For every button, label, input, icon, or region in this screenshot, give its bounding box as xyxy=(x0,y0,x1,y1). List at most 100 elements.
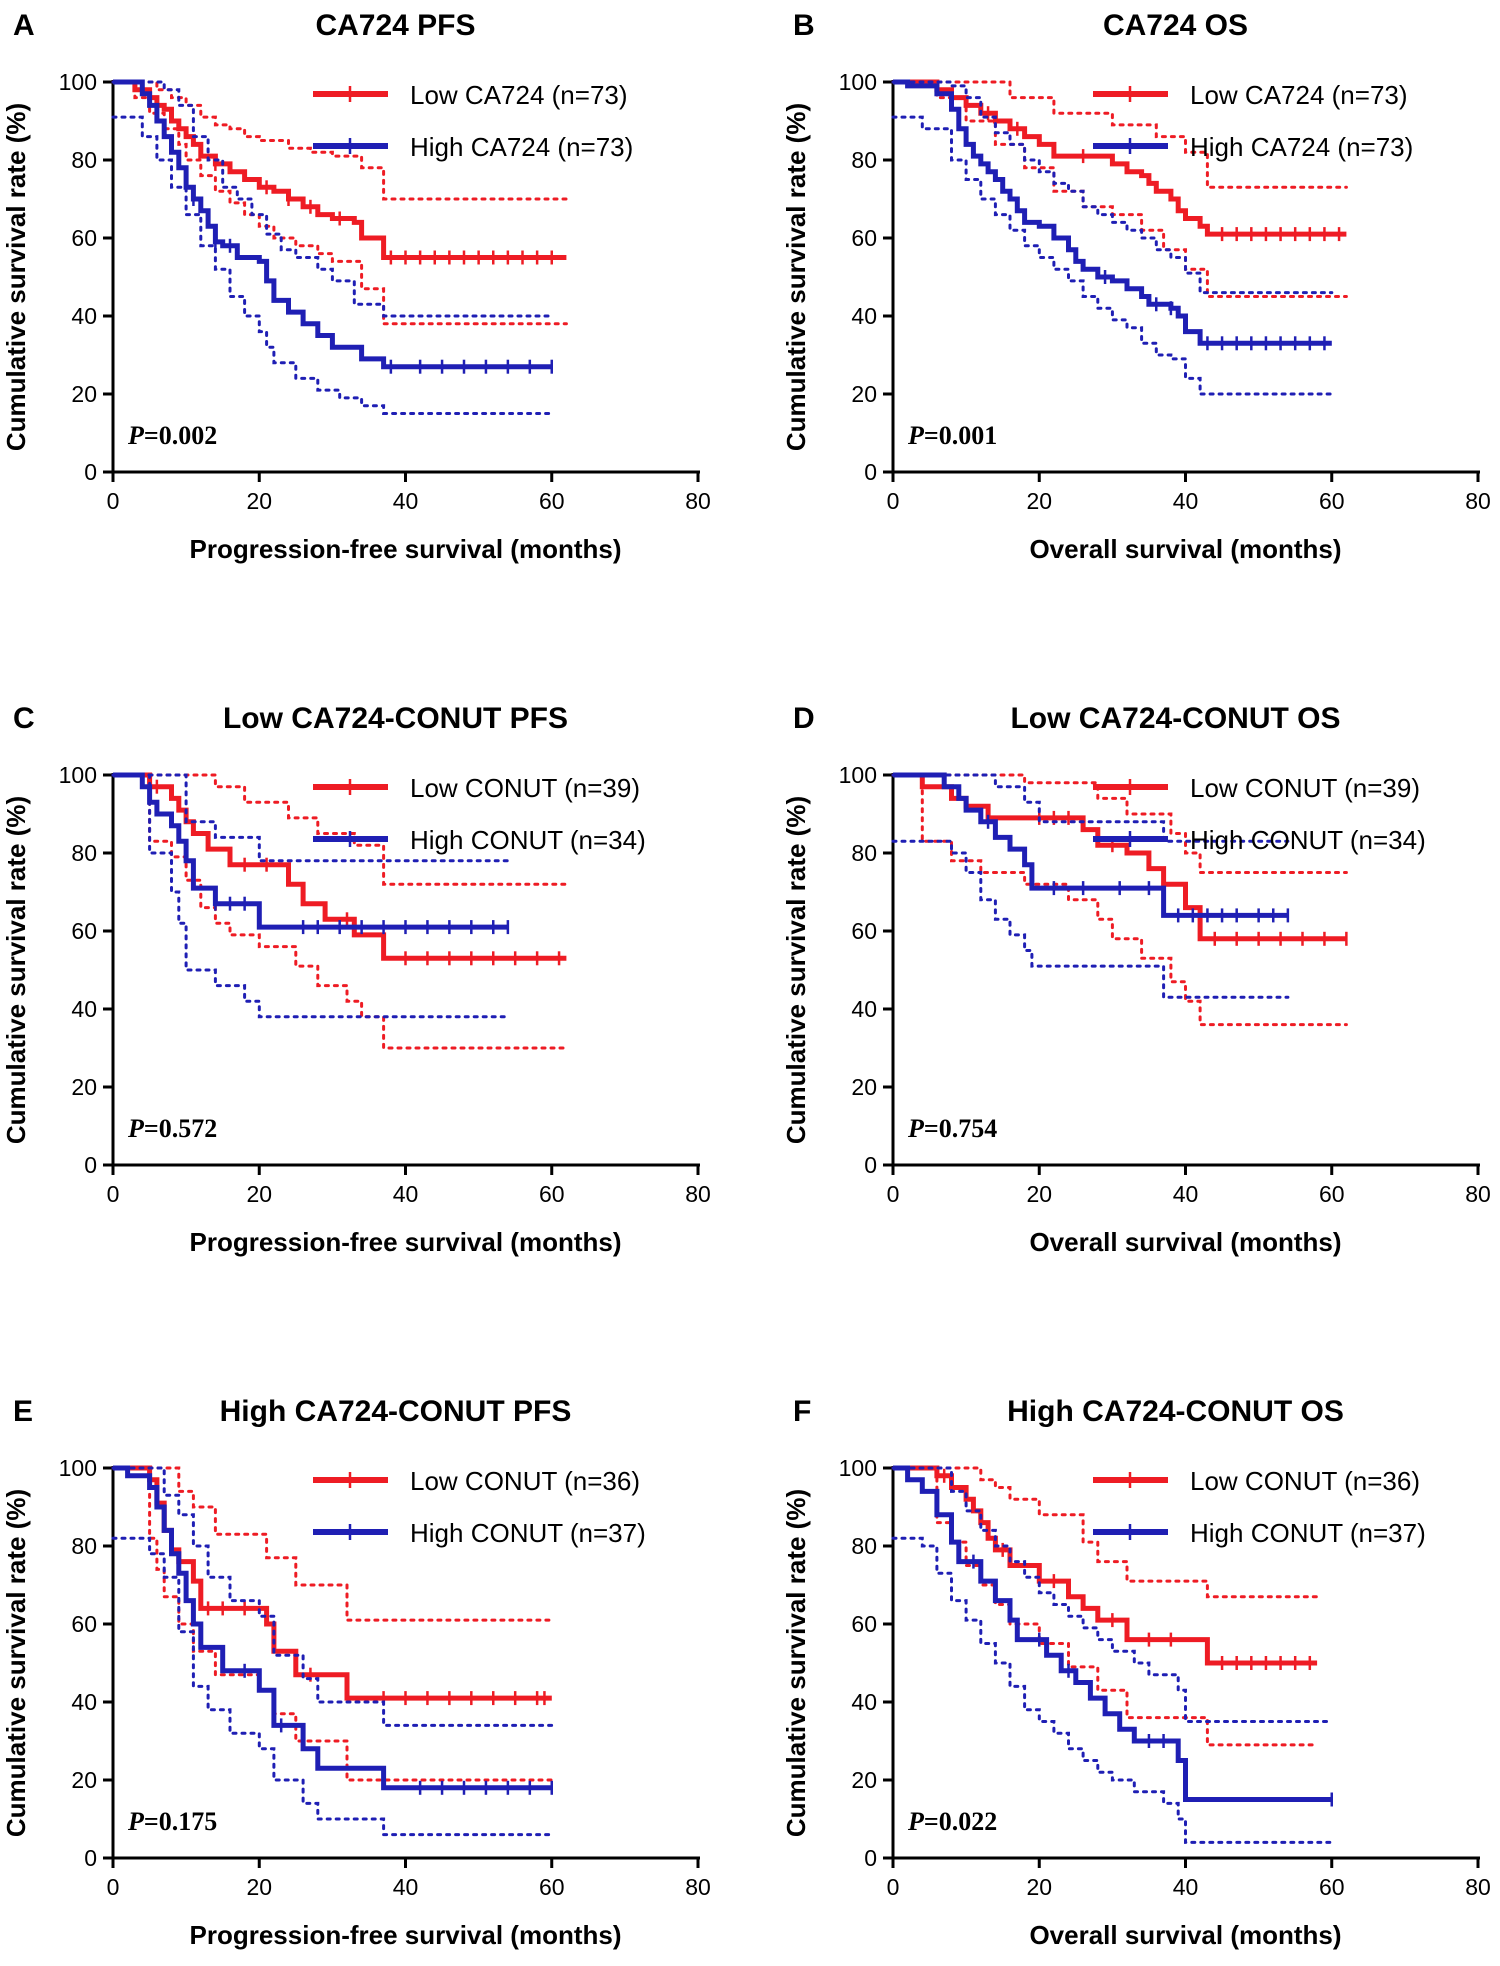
x-tick-label: 80 xyxy=(685,488,711,514)
series-high-km-curve xyxy=(893,772,1288,918)
y-tick-label: 60 xyxy=(851,225,877,251)
legend-entry: High CONUT (n=37) xyxy=(410,1518,646,1548)
series-high-upper-ci xyxy=(891,80,1334,295)
panel-title: CA724 OS xyxy=(1103,9,1248,42)
series-low-lower-ci xyxy=(891,773,1348,1027)
series-low-km-curve xyxy=(113,772,567,961)
series-low-km-curve xyxy=(113,79,567,260)
x-tick-label: 60 xyxy=(539,1181,565,1207)
p-value-number: =0.175 xyxy=(144,1807,217,1836)
legend-entry: High CONUT (n=37) xyxy=(1190,1518,1426,1548)
x-tick-label: 80 xyxy=(685,1181,711,1207)
x-tick-label: 60 xyxy=(1319,488,1345,514)
series-low-lower-ci xyxy=(111,80,568,326)
y-tick-label: 60 xyxy=(71,918,97,944)
p-value-symbol: P xyxy=(907,421,925,450)
p-value-number: =0.572 xyxy=(144,1114,217,1143)
y-tick-label: 100 xyxy=(839,69,877,95)
series-high-km-curve xyxy=(893,1465,1332,1802)
y-tick-label: 60 xyxy=(71,1611,97,1637)
p-value-symbol: P xyxy=(907,1807,925,1836)
series-high-lower-ci xyxy=(891,839,1290,999)
p-value: P=0.002 xyxy=(127,421,217,450)
y-tick-label: 100 xyxy=(59,69,97,95)
series-high-lower-ci xyxy=(111,1536,554,1837)
x-tick-label: 60 xyxy=(539,1874,565,1900)
x-tick-label: 80 xyxy=(1465,1181,1491,1207)
y-tick-label: 100 xyxy=(59,762,97,788)
y-tick-label: 20 xyxy=(851,1074,877,1100)
series-low-upper-ci xyxy=(111,773,568,886)
y-tick-label: 100 xyxy=(839,1455,877,1481)
y-tick-label: 20 xyxy=(851,1767,877,1793)
series-high-lower-ci xyxy=(891,1536,1334,1844)
x-axis-title: Overall survival (months) xyxy=(1029,534,1341,564)
x-tick-label: 40 xyxy=(1173,488,1199,514)
x-tick-label: 20 xyxy=(246,1181,272,1207)
chart-panel-D: D Low CA724-CONUT OS 0 20 40 60 80 0 20 40 60 80 100… xyxy=(781,702,1491,1257)
legend-entry: Low CA724 (n=73) xyxy=(1190,80,1408,110)
series-high-upper-ci xyxy=(111,773,510,863)
legend-entry: High CONUT (n=34) xyxy=(1190,825,1426,855)
legend-entry: Low CA724 (n=73) xyxy=(410,80,628,110)
x-tick-label: 40 xyxy=(1173,1874,1199,1900)
series-low-upper-ci xyxy=(891,773,1348,874)
y-tick-label: 40 xyxy=(851,303,877,329)
x-axis-title: Overall survival (months) xyxy=(1029,1920,1341,1950)
y-tick-label: 20 xyxy=(71,1074,97,1100)
legend-entry: Low CONUT (n=36) xyxy=(410,1466,640,1496)
series-high-upper-ci xyxy=(111,1466,554,1727)
x-tick-label: 80 xyxy=(685,1874,711,1900)
y-tick-label: 40 xyxy=(71,1689,97,1715)
y-tick-label: 60 xyxy=(71,225,97,251)
x-tick-label: 20 xyxy=(1026,1874,1052,1900)
y-axis-title: Cumulative survival rate (%) xyxy=(781,103,811,451)
y-tick-label: 40 xyxy=(851,996,877,1022)
x-tick-label: 0 xyxy=(107,1874,120,1900)
series-low-upper-ci xyxy=(111,80,568,201)
y-tick-label: 40 xyxy=(851,1689,877,1715)
x-axis-title: Progression-free survival (months) xyxy=(190,534,622,564)
series-low-upper-ci xyxy=(891,1466,1319,1599)
series-low-km-curve xyxy=(893,79,1347,237)
y-tick-label: 60 xyxy=(851,918,877,944)
x-tick-label: 0 xyxy=(107,1181,120,1207)
x-tick-label: 0 xyxy=(107,488,120,514)
panel-label: F xyxy=(793,1395,811,1428)
panel-title: CA724 PFS xyxy=(315,9,475,42)
x-axis-title: Overall survival (months) xyxy=(1029,1227,1341,1257)
y-tick-label: 20 xyxy=(851,381,877,407)
series-high-lower-ci xyxy=(111,115,554,415)
x-tick-label: 20 xyxy=(1026,488,1052,514)
x-tick-label: 80 xyxy=(1465,1874,1491,1900)
series-low-upper-ci xyxy=(111,1466,554,1622)
panel-label: D xyxy=(793,702,815,735)
p-value: P=0.754 xyxy=(907,1114,997,1143)
x-tick-label: 20 xyxy=(1026,1181,1052,1207)
x-tick-label: 60 xyxy=(1319,1181,1345,1207)
x-tick-label: 40 xyxy=(1173,1181,1199,1207)
x-tick-label: 60 xyxy=(1319,1874,1345,1900)
y-tick-label: 40 xyxy=(71,996,97,1022)
x-tick-label: 20 xyxy=(246,488,272,514)
series-high-km-curve xyxy=(113,79,552,370)
chart-panel-B: B CA724 OS 0 20 40 60 80 0 20 40 60 80 100 Overall su… xyxy=(781,9,1491,564)
p-value: P=0.175 xyxy=(127,1807,217,1836)
chart-panel-E: E High CA724-CONUT PFS 0 20 40 60 80 0 20 40 60 80 1… xyxy=(1,1395,711,1950)
y-tick-label: 40 xyxy=(71,303,97,329)
series-high-upper-ci xyxy=(891,773,1290,843)
series-high-lower-ci xyxy=(891,115,1334,396)
y-tick-label: 20 xyxy=(71,1767,97,1793)
series-low-lower-ci xyxy=(111,773,568,1050)
series-high-lower-ci xyxy=(111,773,510,1019)
y-tick-label: 0 xyxy=(84,1845,97,1871)
p-value-symbol: P xyxy=(127,421,145,450)
x-axis-title: Progression-free survival (months) xyxy=(190,1227,622,1257)
p-value-number: =0.002 xyxy=(144,421,217,450)
p-value: P=0.001 xyxy=(907,421,997,450)
y-tick-label: 20 xyxy=(71,381,97,407)
x-tick-label: 0 xyxy=(887,1874,900,1900)
panel-label: A xyxy=(13,9,35,42)
y-tick-label: 0 xyxy=(864,1152,877,1178)
